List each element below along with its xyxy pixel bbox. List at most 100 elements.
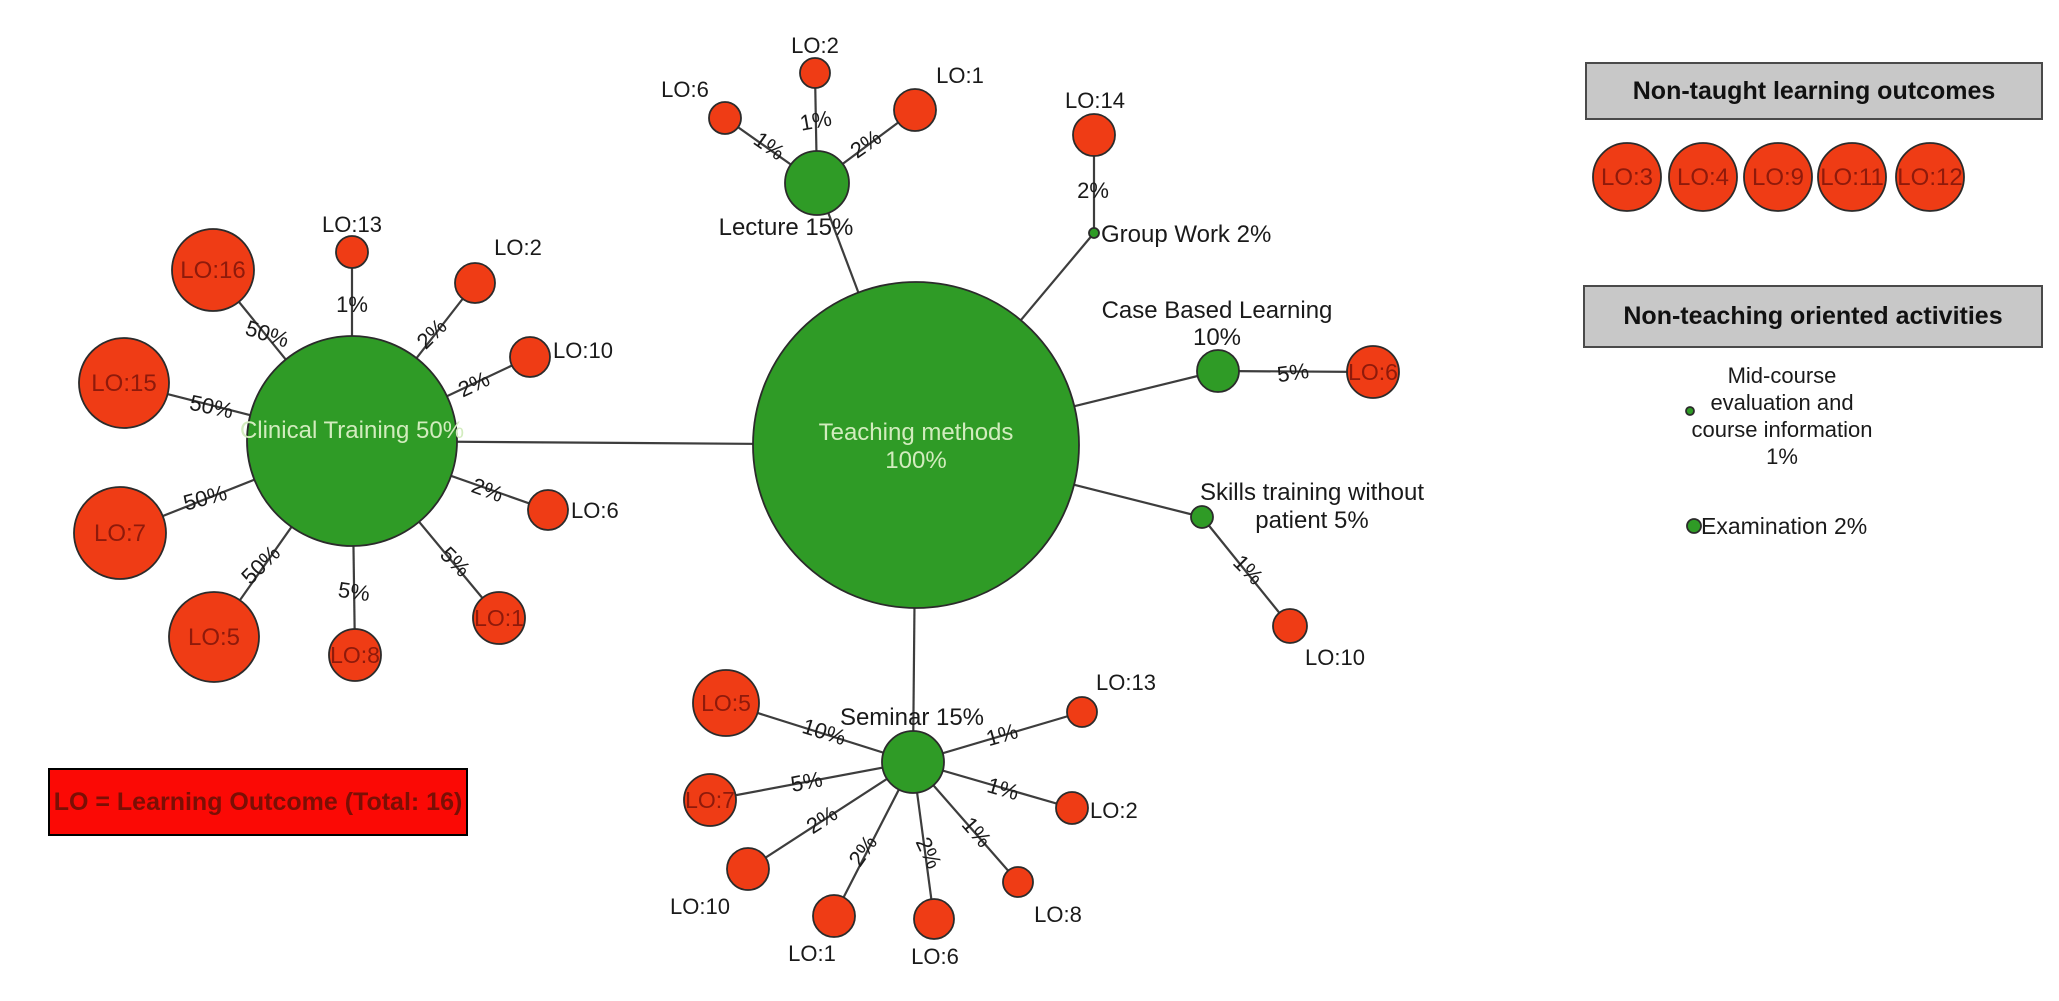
node-midcourse-dot: [1685, 406, 1695, 416]
edge-skills-training-skills-lo10: [1201, 516, 1291, 627]
node-ct-lo10: [509, 336, 551, 378]
label-edge-cbl-lo6-pct: 5%: [1275, 358, 1310, 387]
node-skills-training: [1190, 505, 1214, 529]
node-skills-lo10: [1272, 608, 1308, 644]
edge-seminar-sem-lo7: [709, 760, 914, 802]
legend-box: LO = Learning Outcome (Total: 16): [48, 768, 468, 836]
edge-seminar-sem-lo10: [747, 761, 914, 870]
node-ct-lo1: [472, 591, 526, 645]
label-ct-lo16-inside: LO:16: [180, 257, 245, 284]
label-sem-lo7-inside: LO:7: [685, 787, 735, 813]
label-edge-seminar-lo13-pct: 1%: [983, 718, 1020, 751]
node-cbl-lo6: [1346, 345, 1400, 399]
label-edge-seminar-lo7-pct: 5%: [789, 766, 825, 797]
non-teaching-panel-title: Non-teaching oriented activities: [1623, 302, 2003, 330]
node-nt-lo11: [1817, 142, 1887, 212]
node-lec-lo6: [708, 101, 742, 135]
node-lec-lo2: [799, 57, 831, 89]
label-edge-seminar-lo10-pct: 2%: [802, 801, 842, 839]
node-sem-lo5: [692, 669, 760, 737]
label-lec-lo6-name: LO:6: [661, 77, 709, 102]
node-ct-lo5: [168, 591, 260, 683]
label-edge-seminar-lo6-pct: 2%: [911, 833, 947, 872]
node-ct-lo16: [171, 228, 255, 312]
legend-text: LO = Learning Outcome (Total: 16): [53, 787, 463, 816]
label-nt-lo4-inside: LO:4: [1677, 164, 1729, 191]
non-teaching-panel-header: Non-teaching oriented activities: [1583, 285, 2043, 348]
node-teaching-methods: [752, 281, 1080, 609]
label-lec-lo1-name: LO:1: [936, 63, 984, 88]
node-clinical-training: [246, 335, 458, 547]
label-lec-lo2-name: LO:2: [791, 33, 839, 58]
label-edge-clinical-lo7-pct: 50%: [181, 480, 230, 516]
node-lecture: [784, 150, 850, 216]
node-ct-lo7: [73, 486, 167, 580]
node-examination-dot: [1686, 518, 1702, 534]
label-ct-lo15-inside: LO:15: [91, 370, 156, 397]
node-ct-lo6: [527, 489, 569, 531]
label-edge-groupwork-lo14-pct: 2%: [1077, 178, 1109, 203]
node-nt-lo12: [1895, 142, 1965, 212]
label-teaching-line2: 100%: [885, 447, 946, 474]
node-sem-lo10: [726, 847, 770, 891]
label-nt-lo12-inside: LO:12: [1897, 164, 1962, 191]
label-cbl-name-line2: 10%: [1193, 324, 1241, 351]
label-ct-lo8-inside: LO:8: [330, 642, 380, 668]
label-skills-lo10-name: LO:10: [1305, 645, 1365, 670]
label-edge-seminar-lo1-pct: 2%: [843, 831, 882, 871]
label-sem-lo5-inside: LO:5: [701, 690, 751, 716]
label-ct-lo5-inside: LO:5: [188, 624, 240, 651]
label-nt-lo3-inside: LO:3: [1601, 164, 1653, 191]
node-ct-lo13: [335, 235, 369, 269]
label-sem-lo8-name: LO:8: [1034, 902, 1082, 927]
node-group-work: [1088, 227, 1100, 239]
label-ct-lo10-name: LO:10: [553, 338, 613, 363]
node-gw-lo14: [1072, 113, 1116, 157]
label-group-work-name: Group Work 2%: [1101, 221, 1271, 248]
label-edge-lecture-lo2-pct: 1%: [798, 106, 834, 136]
label-skills-name-line2: patient 5%: [1255, 507, 1368, 534]
label-edge-clinical-lo6-pct: 2%: [468, 473, 506, 507]
label-edge-clinical-lo13-pct: 1%: [336, 292, 368, 317]
midcourse-item-label: Mid-course evaluation and course informa…: [1691, 363, 1873, 469]
label-sem-lo2-name: LO:2: [1090, 798, 1138, 823]
label-sem-lo6-name: LO:6: [911, 944, 959, 969]
label-edge-clinical-lo15-pct: 50%: [187, 390, 235, 424]
node-nt-lo3: [1592, 142, 1662, 212]
node-ct-lo2: [454, 262, 496, 304]
node-nt-lo4: [1668, 142, 1738, 212]
node-ct-lo15: [78, 337, 170, 429]
node-case-based-learning: [1196, 349, 1240, 393]
label-gw-lo14-name: LO:14: [1065, 88, 1125, 113]
non-taught-panel-header: Non-taught learning outcomes: [1585, 62, 2043, 120]
label-sem-lo1-name: LO:1: [788, 941, 836, 966]
label-ct-lo13-name: LO:13: [322, 212, 382, 237]
label-edge-seminar-lo2-pct: 1%: [984, 772, 1021, 805]
node-nt-lo9: [1743, 142, 1813, 212]
label-cbl-lo6-inside: LO:6: [1348, 359, 1398, 385]
node-sem-lo8: [1002, 866, 1034, 898]
label-clinical-name: Clinical Training 50%: [240, 417, 464, 444]
label-nt-lo9-inside: LO:9: [1752, 164, 1804, 191]
label-sem-lo10-name: LO:10: [670, 894, 730, 919]
label-edge-clinical-lo16-pct: 50%: [243, 315, 293, 352]
label-ct-lo6-name: LO:6: [571, 498, 619, 523]
label-teaching-line1: Teaching methods: [819, 419, 1014, 446]
label-skills-name-line1: Skills training without: [1200, 479, 1424, 506]
label-ct-lo1-inside: LO:1: [474, 605, 524, 631]
node-lec-lo1: [893, 88, 937, 132]
node-sem-lo1: [812, 894, 856, 938]
label-ct-lo7-inside: LO:7: [94, 520, 146, 547]
node-sem-lo6: [913, 898, 955, 940]
label-sem-lo13-name: LO:13: [1096, 670, 1156, 695]
label-edge-clinical-lo8-pct: 5%: [337, 577, 372, 606]
node-sem-lo7: [683, 773, 737, 827]
examination-item-label: Examination 2%: [1701, 513, 1868, 539]
label-ct-lo2-name: LO:2: [494, 235, 542, 260]
label-nt-lo11-inside: LO:11: [1820, 164, 1884, 191]
non-taught-panel-title: Non-taught learning outcomes: [1632, 76, 1996, 105]
label-edge-clinical-lo10-pct: 2%: [454, 366, 493, 402]
label-seminar-name: Seminar 15%: [840, 704, 984, 731]
label-cbl-name-line1: Case Based Learning: [1102, 297, 1333, 324]
